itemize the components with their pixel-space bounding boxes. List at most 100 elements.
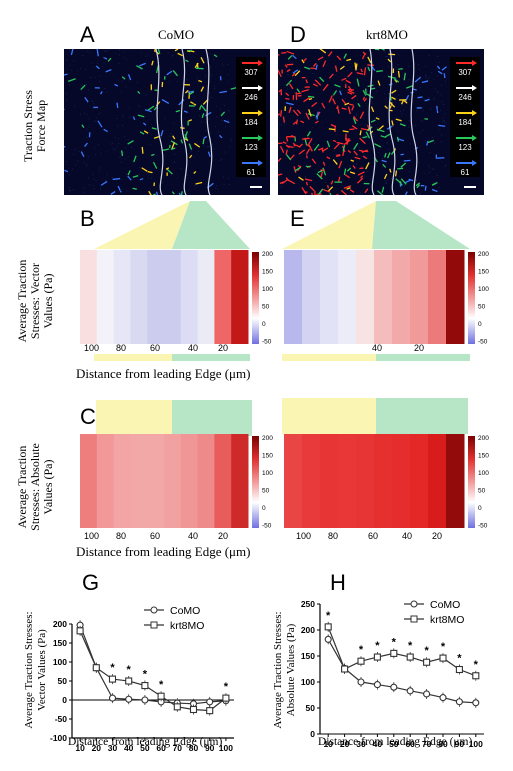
- force-vector-dot: [111, 177, 113, 179]
- force-vector-arrow: [183, 110, 188, 113]
- scale-arrow-head: [258, 60, 263, 66]
- force-vector-dot: [215, 185, 217, 187]
- legend-marker: [410, 600, 418, 608]
- force-vector-dot: [124, 158, 126, 160]
- force-vector-arrow: [317, 56, 324, 61]
- force-vector-arrow: [308, 144, 313, 152]
- force-vector-dot: [416, 180, 418, 182]
- force-vector-dot: [99, 112, 101, 114]
- force-vector-arrow: [285, 154, 292, 161]
- force-vector-dot: [210, 151, 212, 153]
- force-vector-dot: [121, 80, 123, 82]
- force-vector-dot: [150, 89, 152, 91]
- x-tick-label: 100: [469, 739, 483, 749]
- force-vector-arrow: [132, 175, 139, 178]
- force-vector-arrow: [177, 52, 183, 57]
- force-vector-dot: [88, 177, 90, 179]
- force-vector-arrow: [148, 190, 152, 195]
- force-vector-dot: [431, 168, 433, 170]
- force-vector-arrow: [165, 167, 170, 170]
- force-vector-arrow: [352, 165, 356, 169]
- colorbar-tick: -50: [478, 339, 488, 346]
- force-vector-dot: [205, 76, 207, 78]
- force-vector-dot: [386, 55, 388, 57]
- heatmap-cell: [214, 434, 232, 528]
- force-map-ylabel-line2: Force Map: [34, 99, 48, 153]
- force-vector-arrow: [347, 106, 351, 115]
- force-vector-dot: [66, 99, 68, 101]
- heatmap-x-tick: 20: [218, 531, 229, 541]
- force-vector-dot: [196, 78, 198, 80]
- data-point-como: [472, 699, 480, 707]
- heatmap-cell: [284, 250, 303, 344]
- force-vector-dot: [400, 110, 402, 112]
- force-vector-arrow: [367, 66, 371, 72]
- heatmap-absolute-como: 200 150 100 50 0 -50: [80, 434, 273, 530]
- force-vector-dot: [127, 156, 129, 158]
- force-vector-arrow: [127, 170, 131, 176]
- force-vector-dot: [287, 88, 289, 90]
- force-vector-arrow: [416, 184, 421, 189]
- legend-label: krt8MO: [430, 614, 464, 626]
- data-point-krt8mo: [341, 665, 349, 673]
- force-vector-arrow: [172, 70, 178, 77]
- force-vector-arrow: [70, 49, 74, 56]
- scale-value: 307: [458, 68, 472, 77]
- force-vector-arrow: [315, 64, 318, 71]
- force-vector-arrow: [194, 142, 201, 148]
- force-vector-dot: [357, 69, 359, 71]
- zoom-projection: [94, 201, 470, 249]
- force-vector-arrow: [405, 179, 411, 184]
- force-vector-dot: [194, 184, 196, 186]
- force-vector-dot: [208, 58, 210, 60]
- force-vector-dot: [208, 145, 210, 147]
- force-vector-dot: [74, 105, 76, 107]
- force-vector-arrow: [391, 120, 394, 126]
- force-vector-arrow: [329, 192, 332, 195]
- force-vector-arrow: [387, 152, 391, 159]
- x-tick-label: 10: [323, 739, 333, 749]
- force-vector-arrow: [84, 97, 89, 103]
- force-vector-dot: [214, 88, 216, 90]
- force-vector-arrow: [347, 71, 353, 78]
- force-vector-dot: [385, 55, 387, 57]
- force-vector-dot: [408, 99, 410, 101]
- force-vector-dot: [120, 189, 122, 191]
- force-vector-dot: [414, 124, 416, 126]
- force-vector-arrow: [193, 170, 197, 174]
- y-tick-label: 50: [306, 703, 316, 713]
- heatmap-cell: [80, 250, 98, 344]
- significance-marker: *: [159, 679, 164, 691]
- force-vector-arrow: [365, 131, 371, 139]
- panel-letter-c: C: [80, 404, 96, 429]
- force-vector-dot: [376, 90, 378, 92]
- force-vector-arrow: [190, 101, 197, 106]
- force-vector-arrow: [100, 180, 108, 186]
- colorbar-tick: 150: [478, 453, 489, 460]
- force-vector-arrow: [285, 149, 288, 155]
- force-vector-arrow: [317, 169, 323, 174]
- scale-value: 61: [247, 168, 256, 177]
- y-tick-label: 0: [62, 695, 67, 705]
- force-scale-como: 307 246 184 123 61: [242, 60, 263, 177]
- force-vector-arrow: [406, 84, 414, 89]
- force-vector-dot: [87, 156, 89, 158]
- heatmap-cell: [130, 250, 148, 344]
- colorbar-tick: 100: [262, 470, 273, 477]
- force-vector-arrow: [332, 139, 337, 143]
- force-vector-dot: [209, 53, 211, 55]
- heatmap-x-tick: 60: [150, 531, 161, 541]
- force-vector-dot: [86, 114, 88, 116]
- force-vector-arrow: [384, 105, 388, 109]
- force-vector-arrow: [341, 98, 347, 105]
- force-vector-dot: [198, 114, 200, 116]
- force-vector-dot: [98, 167, 100, 169]
- legend-label: krt8MO: [170, 620, 204, 632]
- force-vector-dot: [72, 189, 74, 191]
- force-vector-arrow: [195, 67, 204, 70]
- force-vector-arrow: [172, 135, 176, 140]
- force-vector-arrow: [370, 106, 375, 113]
- force-vector-dot: [303, 116, 305, 118]
- force-vector-dot: [83, 187, 85, 189]
- force-vector-arrow: [382, 163, 387, 168]
